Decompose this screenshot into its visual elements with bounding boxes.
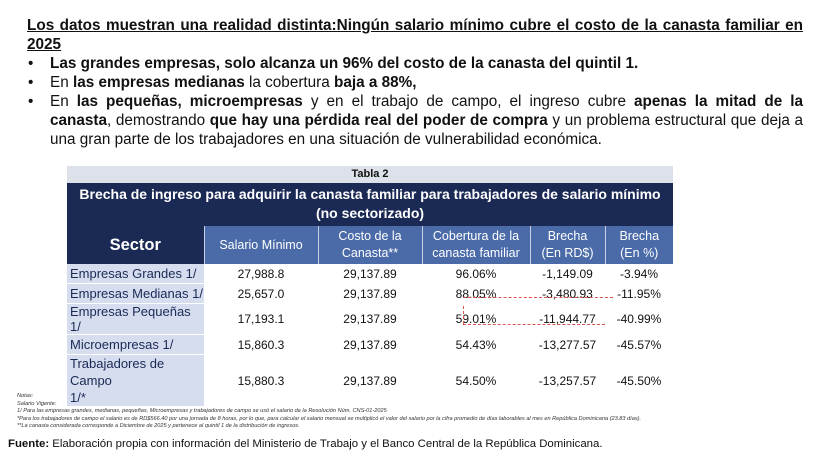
header-line: Costo de la [338, 229, 402, 243]
footnote-line: 1/ Para las empresas grandes, medianas, … [17, 408, 387, 415]
income-gap-table: Sector Salario Mínimo Costo de la Canasta… [67, 226, 673, 407]
header-line: Brecha [619, 229, 660, 243]
bullet-text: En [50, 93, 77, 110]
cell-sector-line: 1/* [70, 390, 86, 405]
table-title-line: Brecha de ingreso para adquirir la canas… [79, 186, 661, 202]
table-header-row: Sector Salario Mínimo Costo de la Canasta… [67, 226, 673, 264]
cell-sector: Trabajadores de Campo 1/* [67, 354, 204, 407]
bullet-bold: baja a 88%, [334, 74, 417, 91]
header-line: canasta familiar [432, 246, 520, 260]
cell-costo: 29,137.89 [318, 264, 422, 284]
bullet-text: la cobertura [244, 74, 335, 91]
cell-sector: Empresas Medianas 1/ [67, 283, 204, 304]
cell-salario: 15,880.3 [204, 354, 318, 407]
cell-cobertura: 59.01% [422, 303, 530, 335]
page-heading: Los datos muestran una realidad distinta… [27, 17, 803, 53]
table-label: Tabla 2 [67, 166, 673, 183]
cell-brecha-rd: -1,149.09 [530, 264, 605, 284]
footnotes: Notas: Salario Vigente: 1/ Para las empr… [17, 393, 737, 431]
header-brecha-rd: Brecha (En RD$) [530, 226, 606, 264]
header-line: Cobertura de la [432, 229, 520, 243]
table-row: Empresas Pequeñas 1/ 17,193.1 29,137.89 … [67, 303, 673, 335]
cell-brecha-rd: -11,944.77 [530, 303, 605, 335]
cell-brecha-pct: -45.50% [605, 354, 673, 407]
table-row: Trabajadores de Campo 1/* 15,880.3 29,137… [67, 354, 673, 407]
bullet-text: y en el trabajo de campo, el ingreso cub… [302, 93, 634, 110]
bullet-text: , demostrando [106, 112, 210, 129]
cell-salario: 17,193.1 [204, 303, 318, 335]
cell-brecha-pct: -3.94% [605, 264, 673, 284]
cell-cobertura: 96.06% [422, 264, 530, 284]
header-line: Brecha [547, 229, 588, 243]
cell-costo: 29,137.89 [318, 283, 422, 304]
bullet-item: • En las pequeñas, microempresas y en el … [27, 92, 803, 149]
bullet-bold: las empresas medianas [72, 74, 245, 91]
cell-sector: Empresas Pequeñas 1/ [67, 303, 204, 335]
table-row: Empresas Medianas 1/ 25,657.0 29,137.89 … [67, 283, 673, 304]
cell-sector: Empresas Grandes 1/ [67, 264, 204, 284]
cell-cobertura: 88.05% [422, 283, 530, 304]
cell-brecha-pct: -45.57% [605, 334, 673, 355]
header-line: (En RD$) [541, 246, 594, 260]
header-salario: Salario Mínimo [204, 226, 319, 264]
cell-brecha-rd: -13,277.57 [530, 334, 605, 355]
cell-sector-line: Trabajadores de Campo [70, 356, 165, 388]
bullet-item: • En las empresas medianas la cobertura … [27, 73, 803, 92]
cell-sector: Microempresas 1/ [67, 334, 204, 355]
annotation-dash [463, 324, 605, 325]
bullet-bold: que hay una pérdida real del poder de co… [209, 112, 548, 129]
bullet-item: • Las grandes empresas, solo alcanza un 9… [27, 54, 803, 73]
header-sector: Sector [67, 226, 205, 264]
header-brecha-pct: Brecha (En %) [605, 226, 673, 264]
source-line: Fuente: Elaboración propia con informaci… [8, 438, 603, 450]
cell-cobertura: 54.43% [422, 334, 530, 355]
intro-text: Los datos muestran una realidad distinta… [27, 16, 803, 149]
table-row: Microempresas 1/ 15,860.3 29,137.89 54.4… [67, 334, 673, 355]
cell-brecha-rd: -13,257.57 [530, 354, 605, 407]
annotation-dash [463, 306, 464, 324]
bullet-text: En [50, 74, 73, 91]
cell-cobertura: 54.50% [422, 354, 530, 407]
cell-salario: 27,988.8 [204, 264, 318, 284]
header-cobertura: Cobertura de la canasta familiar [422, 226, 531, 264]
footnote-line: **La canasta considerada corresponde a D… [17, 423, 300, 430]
header-line: Canasta** [341, 246, 399, 260]
footnote-line: *Para los trabajadores de campo el salar… [17, 415, 642, 422]
cell-costo: 29,137.89 [318, 354, 422, 407]
footnote-line: Notas: [17, 393, 34, 399]
footnote-line: Salario Vigente: [17, 400, 57, 407]
bullet-bold: las pequeñas, microempresas [76, 93, 303, 110]
cell-brecha-rd: -3,480.93 [530, 283, 605, 304]
bullet-icon: • [28, 74, 34, 91]
cell-salario: 15,860.3 [204, 334, 318, 355]
table-title: Brecha de ingreso para adquirir la canas… [67, 183, 673, 226]
header-costo: Costo de la Canasta** [318, 226, 423, 264]
annotation-dash [463, 297, 613, 298]
table-row: Empresas Grandes 1/ 27,988.8 29,137.89 9… [67, 264, 673, 284]
data-table-block: Tabla 2 Brecha de ingreso para adquirir … [67, 166, 673, 407]
cell-salario: 25,657.0 [204, 283, 318, 304]
source-text: Elaboración propia con información del M… [49, 438, 603, 450]
bullet-text: y un problema estructural que deja a una… [50, 112, 803, 148]
source-label: Fuente: [8, 438, 50, 450]
header-line: (En %) [620, 246, 659, 260]
cell-brecha-pct: -11.95% [605, 283, 673, 304]
table-title-line: (no sectorizado) [315, 205, 425, 221]
bullet-bold: apenas la mitad de la canasta [50, 93, 803, 129]
bullet-icon: • [28, 93, 34, 110]
cell-costo: 29,137.89 [318, 334, 422, 355]
bullet-bold: Las grandes empresas, solo alcanza un 96… [50, 55, 639, 72]
bullet-list: • Las grandes empresas, solo alcanza un 9… [27, 54, 803, 149]
bullet-icon: • [28, 55, 34, 72]
cell-costo: 29,137.89 [318, 303, 422, 335]
cell-brecha-pct: -40.99% [605, 303, 673, 335]
